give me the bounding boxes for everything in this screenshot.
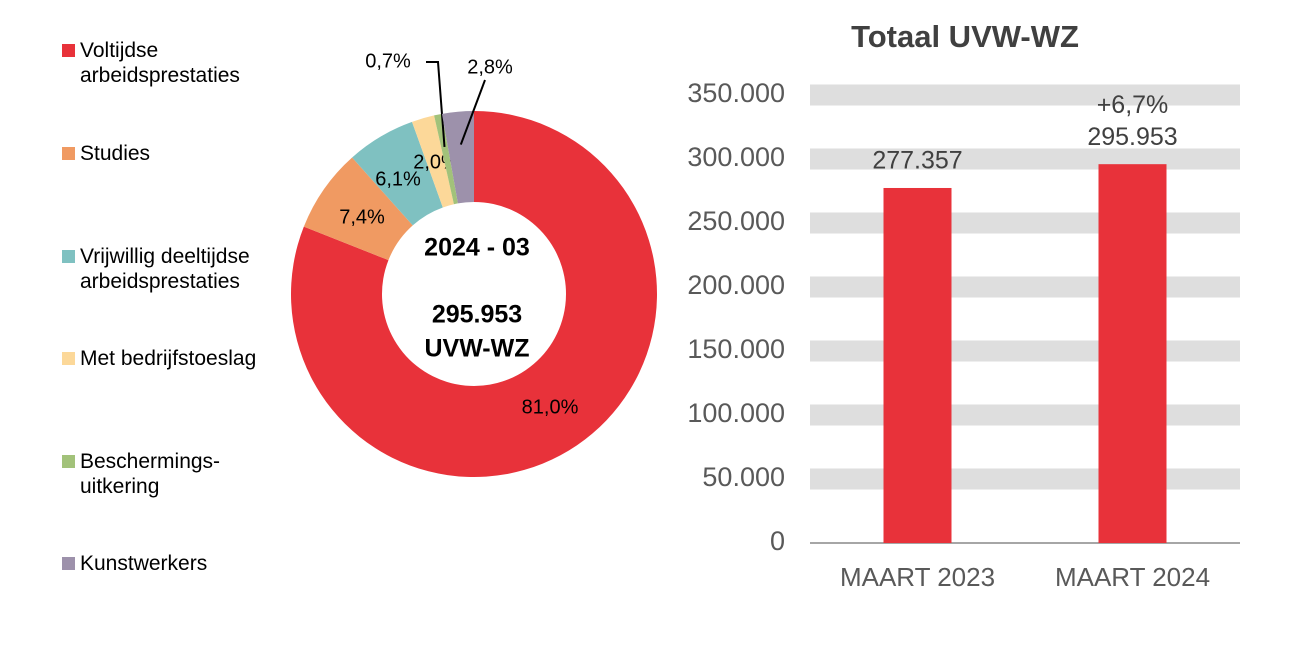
x-tick-label: MAART 2024 (1055, 562, 1210, 592)
legend-swatch (62, 557, 75, 570)
donut-segment (303, 157, 413, 261)
donut-segment (290, 111, 657, 477)
data-label: 295.953 (1087, 123, 1177, 151)
legend-label: Vrijwillig deeltijdse arbeidsprestaties (80, 245, 250, 293)
annotation: +6,7% (1097, 91, 1169, 119)
legend-item: Studies (62, 141, 150, 166)
data-label: 0,7% (365, 50, 411, 72)
data-label: 277.357 (872, 147, 962, 175)
leader-line (459, 79, 486, 145)
y-tick-label: 0 (770, 526, 785, 556)
legend-label: Kunstwerkers (80, 552, 208, 575)
data-label: 81,0% (522, 396, 579, 418)
legend-item: Vrijwillig deeltijdse arbeidsprestaties (62, 244, 250, 294)
chart-title: Totaal UVW-WZ (851, 19, 1079, 54)
legend-label: Beschermings- uitkering (80, 450, 221, 498)
data-label: 7,4% (339, 206, 385, 228)
legend-label: Met bedrijfstoeslag (80, 347, 257, 370)
legend-swatch (62, 352, 75, 365)
legend-swatch (62, 44, 75, 57)
data-label: 2,8% (467, 56, 513, 78)
legend-label: Studies (80, 142, 151, 165)
legend-item: Voltijdse arbeidsprestaties (62, 38, 240, 88)
donut-segment (412, 115, 454, 208)
bar (1098, 164, 1167, 543)
y-tick-label: 50.000 (702, 462, 785, 492)
legend-label: Voltijdse arbeidsprestaties (80, 39, 240, 87)
legend-swatch (62, 455, 75, 468)
center-label: 295.953 (432, 301, 522, 329)
bar (883, 187, 952, 544)
data-label: 6,1% (375, 168, 421, 190)
center-label: UVW-WZ (424, 335, 529, 363)
y-tick-label: 150.000 (687, 334, 785, 364)
y-tick-label: 100.000 (687, 398, 785, 428)
x-tick-label: MAART 2023 (840, 562, 995, 592)
donut-segment (441, 111, 474, 204)
donut-segment (352, 121, 443, 226)
legend-item: Beschermings- uitkering (62, 449, 220, 499)
y-tick-label: 200.000 (687, 270, 785, 300)
center-label: 2024 - 03 (424, 234, 530, 262)
legend-swatch (62, 147, 75, 160)
y-tick-label: 300.000 (687, 142, 785, 172)
y-tick-label: 350.000 (687, 78, 785, 108)
legend-item: Met bedrijfstoeslag (62, 346, 256, 371)
y-tick-label: 250.000 (687, 206, 785, 236)
leader-line (426, 61, 446, 148)
legend-swatch (62, 250, 75, 263)
donut-segment (434, 113, 458, 205)
legend-item: Kunstwerkers (62, 551, 207, 576)
